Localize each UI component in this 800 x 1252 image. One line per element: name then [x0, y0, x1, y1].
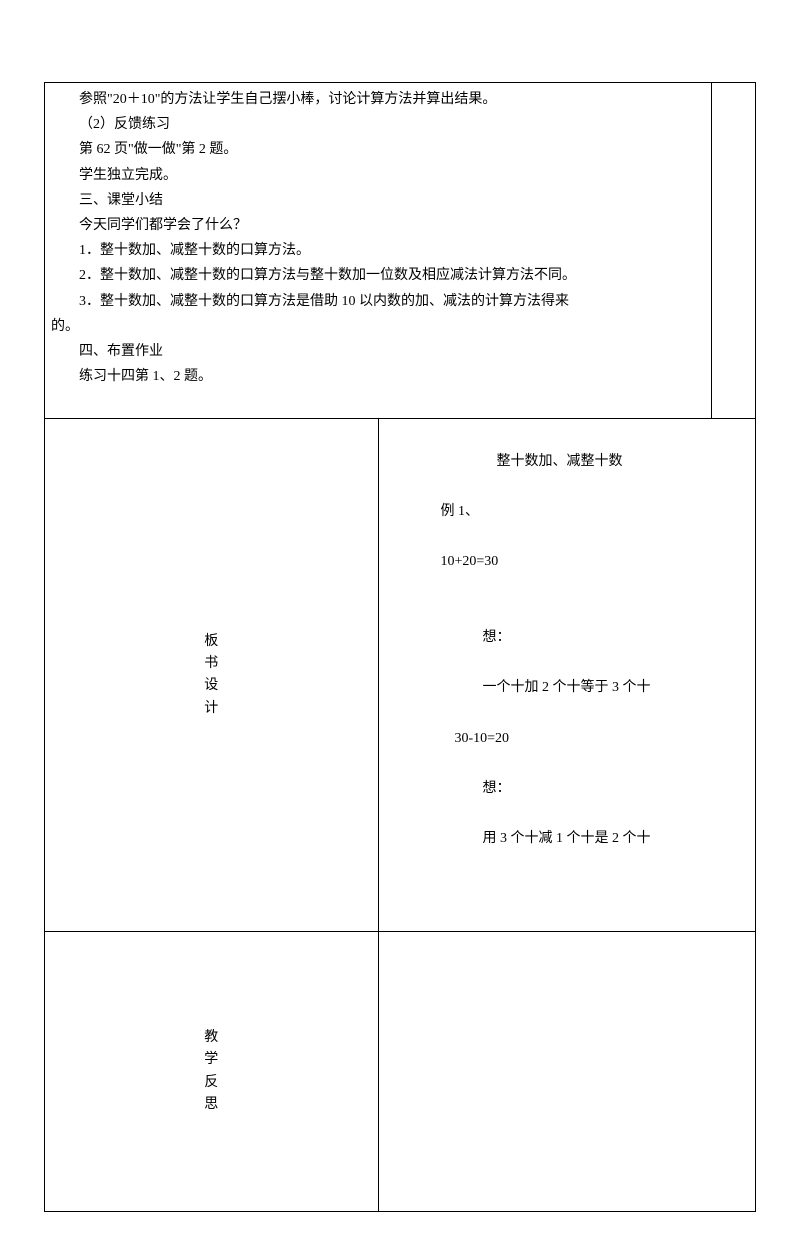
content-line: （2）反馈练习 — [51, 112, 705, 137]
think-text: 用 3 个十减 1 个十是 2 个十 — [483, 831, 651, 846]
reflection-label-cell: 教 学 反 思 — [45, 932, 379, 1212]
reflection-content-cell — [378, 932, 756, 1212]
content-line: 第 62 页"做一做"第 2 题。 — [51, 137, 705, 162]
board-think-2: 想： 用 3 个十减 1 个十是 2 个十 — [385, 751, 750, 877]
content-line: 3．整十数加、减整十数的口算方法是借助 10 以内数的加、减法的计算方法得来 — [51, 289, 705, 314]
content-line: 四、布置作业 — [51, 339, 705, 364]
content-line: 学生独立完成。 — [51, 163, 705, 188]
label-char: 思 — [45, 1094, 378, 1116]
board-design-label-cell: 板 书 设 计 — [45, 419, 379, 932]
content-row: 参照"20＋10"的方法让学生自己摆小棒，讨论计算方法并算出结果。 （2）反馈练… — [45, 83, 756, 419]
content-line: 2．整十数加、减整十数的口算方法与整十数加一位数及相应减法计算方法不同。 — [51, 263, 705, 288]
label-char: 教 — [45, 1027, 378, 1049]
label-char: 设 — [45, 675, 378, 697]
main-content-cell: 参照"20＋10"的方法让学生自己摆小棒，讨论计算方法并算出结果。 （2）反馈练… — [45, 83, 712, 419]
content-line: 参照"20＋10"的方法让学生自己摆小棒，讨论计算方法并算出结果。 — [51, 87, 705, 112]
equation-1: 10+20=30 — [441, 554, 499, 569]
label-char: 计 — [45, 698, 378, 720]
equation-2: 30-10=20 — [385, 726, 750, 751]
content-line: 今天同学们都学会了什么？ — [51, 213, 705, 238]
content-line: 1．整十数加、减整十数的口算方法。 — [51, 238, 705, 263]
label-char: 板 — [45, 631, 378, 653]
content-line: 的。 — [51, 314, 705, 339]
board-example-line: 例 1、 10+20=30 — [385, 474, 750, 600]
think-label: 想： — [483, 630, 511, 645]
board-title: 整十数加、减整十数 — [385, 449, 750, 474]
right-margin-cell — [712, 83, 756, 419]
content-line: 三、课堂小结 — [51, 188, 705, 213]
think-text: 一个十加 2 个十等于 3 个十 — [483, 680, 651, 695]
label-char: 反 — [45, 1072, 378, 1094]
board-design-row: 板 书 设 计 整十数加、减整十数 例 1、 10+20=30 想： 一个十加 … — [45, 419, 756, 932]
think-label: 想： — [483, 781, 511, 796]
label-char: 书 — [45, 653, 378, 675]
example-label: 例 1、 — [441, 504, 480, 519]
label-char: 学 — [45, 1049, 378, 1071]
board-design-content-cell: 整十数加、减整十数 例 1、 10+20=30 想： 一个十加 2 个十等于 3… — [378, 419, 756, 932]
reflection-row: 教 学 反 思 — [45, 932, 756, 1212]
board-think-1: 想： 一个十加 2 个十等于 3 个十 — [385, 600, 750, 726]
lesson-plan-table: 参照"20＋10"的方法让学生自己摆小棒，讨论计算方法并算出结果。 （2）反馈练… — [44, 82, 756, 1212]
content-line: 练习十四第 1、2 题。 — [51, 364, 705, 389]
